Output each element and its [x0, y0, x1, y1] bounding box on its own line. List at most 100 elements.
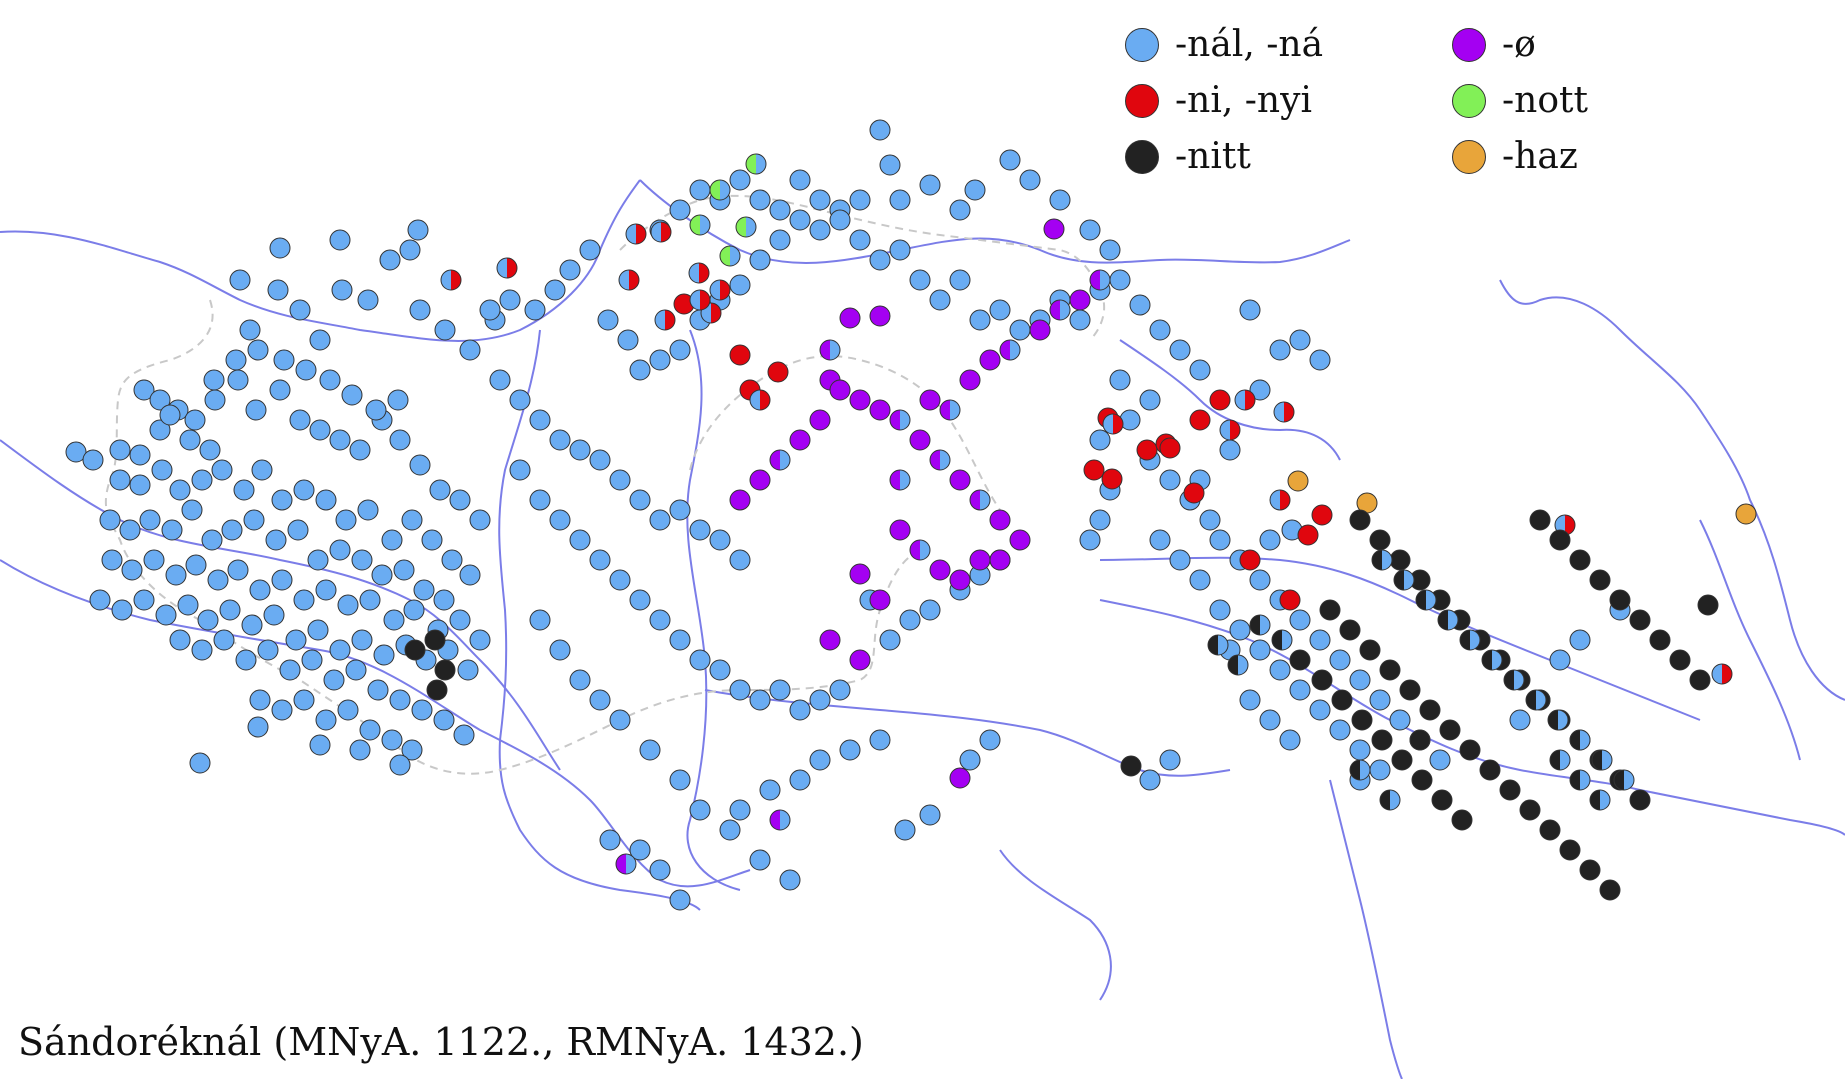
- survey-point-circle: [1459, 739, 1481, 761]
- survey-point-circle: [1159, 469, 1181, 491]
- survey-point: [849, 189, 871, 211]
- survey-point-circle: [185, 554, 207, 576]
- survey-point: [1297, 524, 1319, 546]
- survey-point: [1735, 503, 1757, 525]
- survey-point-circle: [1287, 470, 1309, 492]
- survey-point-circle: [359, 719, 381, 741]
- survey-point-circle: [869, 119, 891, 141]
- survey-point: [289, 409, 311, 431]
- survey-point-circle: [1083, 459, 1105, 481]
- survey-point-circle: [1451, 809, 1473, 831]
- survey-point-circle: [559, 259, 581, 281]
- survey-point-circle: [889, 189, 911, 211]
- survey-point: [1209, 529, 1231, 551]
- survey-point-circle: [289, 409, 311, 431]
- survey-point: [383, 609, 405, 631]
- survey-point-right-half: [1580, 730, 1590, 750]
- survey-point: [1329, 649, 1351, 671]
- survey-point-circle: [1359, 639, 1381, 661]
- survey-point: [1339, 619, 1361, 641]
- survey-point: [1309, 699, 1331, 721]
- survey-point-circle: [1079, 219, 1101, 241]
- survey-point-right-half: [1514, 670, 1524, 690]
- survey-point: [225, 349, 247, 371]
- survey-point: [227, 559, 249, 581]
- survey-point: [404, 639, 426, 661]
- survey-point-circle: [479, 299, 501, 321]
- survey-point-circle: [489, 369, 511, 391]
- survey-point: [524, 299, 546, 321]
- survey-point-circle: [1009, 529, 1031, 551]
- survey-point-left-half: [689, 263, 699, 283]
- survey-point-circle: [1189, 359, 1211, 381]
- survey-point-right-half: [451, 270, 461, 290]
- survey-point-circle: [393, 559, 415, 581]
- survey-point-circle: [227, 559, 249, 581]
- survey-point-left-half: [1570, 770, 1580, 790]
- survey-point: [969, 489, 991, 511]
- survey-point-outline: [709, 179, 731, 201]
- survey-point-left-half: [720, 246, 730, 266]
- survey-point: [1259, 709, 1281, 731]
- survey-point: [434, 659, 456, 681]
- survey-point-right-half: [1536, 690, 1546, 710]
- survey-point: [1629, 609, 1651, 631]
- survey-point: [809, 749, 831, 771]
- survey-point-outline: [1269, 489, 1291, 511]
- survey-point: [669, 499, 691, 521]
- survey-point-right-half: [730, 246, 740, 266]
- survey-point-circle: [549, 509, 571, 531]
- survey-point: [1481, 649, 1503, 671]
- survey-point: [273, 349, 295, 371]
- survey-point: [597, 309, 619, 331]
- survey-point-circle: [169, 479, 191, 501]
- survey-point: [729, 549, 751, 571]
- survey-point-circle: [789, 699, 811, 721]
- survey-point-circle: [979, 349, 1001, 371]
- survey-point: [669, 769, 691, 791]
- survey-point-circle: [669, 769, 691, 791]
- survey-point-circle: [1149, 319, 1171, 341]
- survey-point: [165, 564, 187, 586]
- survey-point-circle: [267, 279, 289, 301]
- survey-point-circle: [249, 689, 271, 711]
- survey-point-circle: [1259, 709, 1281, 731]
- survey-point: [929, 289, 951, 311]
- survey-point: [1249, 639, 1271, 661]
- survey-point-circle: [351, 549, 373, 571]
- survey-point: [629, 359, 651, 381]
- survey-point-circle: [109, 469, 131, 491]
- survey-point: [849, 229, 871, 251]
- survey-point-left-half: [736, 217, 746, 237]
- survey-point-left-half: [1270, 490, 1280, 510]
- survey-point: [265, 529, 287, 551]
- survey-point-right-half: [1492, 650, 1502, 670]
- survey-point-circle: [879, 154, 901, 176]
- survey-point: [949, 569, 971, 591]
- survey-point: [285, 629, 307, 651]
- survey-point: [279, 659, 301, 681]
- survey-point-outline: [1525, 689, 1547, 711]
- survey-point: [349, 439, 371, 461]
- survey-point: [1083, 459, 1105, 481]
- survey-point: [559, 259, 581, 281]
- survey-point-outline: [889, 469, 911, 491]
- survey-point: [1569, 769, 1591, 791]
- survey-point: [301, 649, 323, 671]
- survey-point: [184, 409, 206, 431]
- survey-point-circle: [409, 454, 431, 476]
- survey-point-right-half: [1426, 590, 1436, 610]
- survey-point-circle: [389, 754, 411, 776]
- survey-point: [267, 279, 289, 301]
- river-line: [1099, 556, 1701, 721]
- survey-point-circle: [1589, 569, 1611, 591]
- survey-point-circle: [989, 509, 1011, 531]
- survey-point-circle: [1069, 309, 1091, 331]
- river-line: [1099, 599, 1845, 836]
- survey-point: [650, 221, 672, 243]
- survey-point: [251, 459, 273, 481]
- survey-point: [1269, 659, 1291, 681]
- survey-point-circle: [989, 299, 1011, 321]
- survey-point: [393, 559, 415, 581]
- survey-point-circle: [307, 619, 329, 641]
